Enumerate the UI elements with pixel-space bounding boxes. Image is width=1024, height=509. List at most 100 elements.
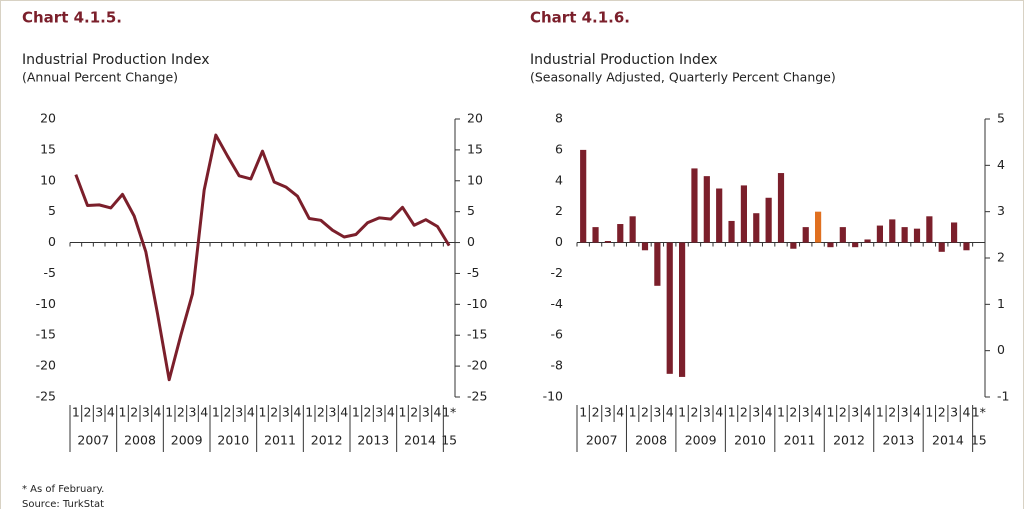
chart-note: (Seasonally Adjusted, Quarterly Percent … (530, 70, 836, 85)
year-label: 2010 (734, 433, 766, 448)
bar (839, 227, 846, 243)
x-tick-label: 1 (678, 405, 686, 420)
y-tick-label: -10 (543, 389, 563, 404)
y-tick-label: -4 (551, 296, 564, 311)
year-label: 2012 (311, 433, 343, 448)
x-tick-label: 3 (901, 405, 909, 420)
bar (802, 227, 809, 243)
y-tick-label: -8 (551, 358, 564, 373)
x-tick-label: 4 (616, 405, 624, 420)
x-tick-label: 2 (270, 405, 278, 420)
x-tick-label: 3 (851, 405, 859, 420)
bar (679, 242, 686, 377)
y-tick-label: 20 (40, 111, 56, 126)
y-tick-label: -2 (551, 265, 563, 280)
x-tick-label: 2 (364, 405, 372, 420)
x-tick-label: 4 (434, 405, 442, 420)
y-tick-label: -15 (36, 327, 56, 342)
y2-tick-label: 2 (997, 250, 1005, 265)
bar (963, 242, 970, 251)
x-tick-label: 2 (888, 405, 896, 420)
y2-tick-label: 0 (467, 234, 475, 249)
y2-tick-label: 3 (997, 203, 1005, 218)
bar (951, 222, 958, 243)
bar (864, 239, 871, 243)
x-tick-label: 3 (752, 405, 760, 420)
x-tick-label: 4 (154, 405, 162, 420)
y-tick-label: 15 (40, 141, 56, 156)
line (74, 133, 451, 382)
year-label: 2011 (264, 433, 296, 448)
x-tick-label: 2 (84, 405, 92, 420)
x-tick-label: 4 (294, 405, 302, 420)
x-tick-label: 1 (925, 405, 933, 420)
bar (901, 227, 908, 243)
x-tick-label: 3 (375, 405, 383, 420)
year-label: 2012 (833, 433, 865, 448)
y2-tick-label: 10 (467, 172, 483, 187)
year-label: 2007 (77, 433, 109, 448)
x-tick-label: 4 (715, 405, 723, 420)
year-label: 2013 (883, 433, 915, 448)
x-tick-label: 3 (950, 405, 958, 420)
y-tick-label: -6 (551, 327, 564, 342)
year-label: 2009 (685, 433, 717, 448)
chart-subtitle: Industrial Production Index (22, 52, 210, 68)
bar (580, 149, 587, 243)
bar (740, 185, 747, 243)
x-tick-label: 3 (329, 405, 337, 420)
x-tick-label: 2 (224, 405, 232, 420)
bar (691, 168, 698, 243)
x-tick-label: 3 (235, 405, 243, 420)
bar (815, 211, 822, 243)
y2-tick-label: 5 (467, 203, 475, 218)
x-tick-label: 3 (282, 405, 290, 420)
y2-tick-label: -5 (467, 265, 479, 280)
y2-tick-label: -10 (467, 296, 487, 311)
x-tick-label: 1 (72, 405, 80, 420)
bar (716, 188, 723, 243)
bar (790, 242, 797, 249)
x-tick-label: 4 (107, 405, 115, 420)
x-tick-label: 3 (653, 405, 661, 420)
year-label: 15 (971, 433, 987, 448)
footnote: * As of February. (22, 484, 104, 495)
x-tick-label: 2 (410, 405, 418, 420)
x-tick-label: 1 (777, 405, 785, 420)
bar (629, 216, 636, 243)
y2-tick-label: -25 (467, 389, 487, 404)
x-tick-label: 4 (913, 405, 921, 420)
x-tick-label: 1 (579, 405, 587, 420)
chart-title: Chart 4.1.6. (530, 9, 630, 27)
x-tick-label: 4 (962, 405, 970, 420)
bar (592, 227, 599, 243)
y-tick-label: -5 (44, 265, 56, 280)
year-label: 2011 (784, 433, 816, 448)
y2-tick-label: -20 (467, 358, 487, 373)
x-tick-label: 1 (259, 405, 267, 420)
x-tick-label: 1 (876, 405, 884, 420)
bar (913, 228, 921, 243)
bar (938, 242, 945, 252)
y-tick-label: 5 (48, 203, 56, 218)
bar (753, 213, 760, 243)
bar (765, 197, 772, 243)
chart-title: Chart 4.1.5. (22, 9, 122, 27)
y-tick-label: 8 (555, 111, 563, 126)
x-tick-label: 1 (728, 405, 736, 420)
x-tick-label: 2 (839, 405, 847, 420)
x-tick-label: 1* (442, 405, 456, 420)
bar (641, 242, 649, 251)
x-tick-label: 2 (690, 405, 698, 420)
x-tick-label: 4 (765, 405, 773, 420)
x-tick-label: 4 (814, 405, 822, 420)
year-label: 2010 (217, 433, 249, 448)
x-tick-label: 1 (826, 405, 834, 420)
year-label: 2014 (932, 433, 964, 448)
chart-subtitle: Industrial Production Index (530, 52, 718, 68)
x-tick-label: 3 (604, 405, 612, 420)
x-tick-label: 2 (130, 405, 138, 420)
x-tick-label: 1 (305, 405, 313, 420)
x-tick-label: 4 (247, 405, 255, 420)
